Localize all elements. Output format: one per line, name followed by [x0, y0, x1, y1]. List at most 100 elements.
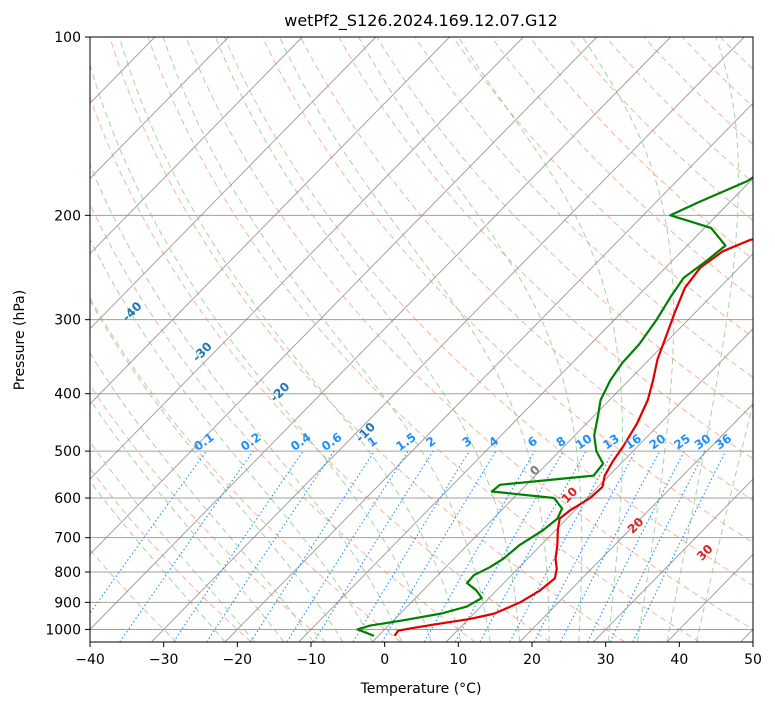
- x-tick-label: −20: [223, 652, 253, 668]
- moist-adiabat-line: [90, 63, 432, 642]
- moist-adiabat-line: [278, 37, 550, 642]
- moist-adiabat-line: [358, 37, 583, 642]
- isotherm-line: [372, 252, 753, 642]
- x-tick-label: 30: [597, 652, 615, 668]
- isotherm-line: [90, 37, 524, 480]
- mixing-ratio-line: [286, 450, 409, 642]
- dry-adiabat-line: [567, 37, 753, 222]
- x-tick-label: 50: [744, 652, 762, 668]
- chart-line-labels: 0.10.20.40.611.52346810131620253036-100-…: [0, 219, 775, 588]
- dry-adiabat-line: [90, 95, 551, 642]
- mixing-ratio-line: [587, 450, 685, 642]
- y-tick-label: 200: [54, 208, 81, 224]
- mixing-ratio-label: 2: [423, 434, 438, 450]
- isotherm-line: [90, 37, 598, 555]
- x-tick-label: 10: [449, 652, 467, 668]
- dry-adiabat-label: -30: [190, 339, 215, 364]
- moist-adiabat-line: [696, 401, 753, 642]
- mixing-ratio-line: [313, 450, 434, 642]
- x-tick-label: −40: [75, 652, 105, 668]
- y-tick-label: 1000: [45, 622, 81, 638]
- dry-adiabat-line: [90, 202, 476, 642]
- dry-adiabat-line: [185, 37, 753, 631]
- mixing-ratio-line: [352, 450, 470, 642]
- dry-adiabat-line: [300, 37, 753, 501]
- isotherm-line: [298, 177, 753, 642]
- mixing-ratio-label: 36: [713, 431, 735, 452]
- x-tick-label: 20: [523, 652, 541, 668]
- moist-adiabat-label: 20: [625, 515, 647, 537]
- chart-title: wetPf2_S126.2024.169.12.07.G12: [284, 11, 558, 31]
- x-axis-label: Temperature (°C): [360, 681, 482, 697]
- dry-adiabat-line: [605, 37, 753, 184]
- moist-adiabat-line: [90, 163, 403, 642]
- moist-adiabat-line: [666, 37, 740, 642]
- dewpoint-line: [356, 175, 753, 637]
- dry-adiabat-line: [376, 37, 753, 419]
- moist-adiabat-line: [90, 238, 373, 642]
- isotherm-line: [519, 403, 753, 642]
- x-tick-label: −30: [149, 652, 179, 668]
- mixing-ratio-label: 16: [622, 431, 644, 452]
- temperature-line: [393, 238, 753, 637]
- dry-adiabat-label: -20: [267, 379, 292, 404]
- mixing-ratio-line: [560, 450, 661, 642]
- moist-adiabat-label: 40: [766, 566, 775, 588]
- dry-adiabat-line: [90, 297, 401, 642]
- mixing-ratio-line: [632, 450, 727, 642]
- y-tick-label: 300: [54, 313, 81, 329]
- plot-frame: [89, 36, 754, 643]
- mixing-ratio-label: 1.5: [393, 430, 418, 454]
- moist-adiabat-label: 0: [527, 463, 543, 479]
- y-tick-label: 800: [54, 565, 81, 581]
- moist-adiabat-line: [582, 37, 675, 642]
- isotherm-line: [224, 102, 753, 642]
- mixing-ratio-label: 0.4: [288, 430, 313, 454]
- mixing-ratio-label: 0.1: [191, 430, 216, 454]
- dry-adiabat-line: [90, 467, 252, 642]
- y-tick-label: 700: [54, 531, 81, 547]
- mixing-ratio-line: [509, 450, 614, 642]
- isotherm-line: [90, 37, 671, 631]
- mixing-ratio-label: 3: [460, 434, 475, 450]
- moist-adiabat-line: [90, 480, 226, 642]
- x-tick-label: 40: [670, 652, 688, 668]
- axis-ticks: −40 −30 −20 −10 0 10 20 30 40 5010020030040050060…: [45, 30, 762, 668]
- mixing-ratio-label: 30: [692, 431, 714, 452]
- moist-adiabat-line: [162, 37, 491, 642]
- mixing-ratio-line: [173, 450, 304, 642]
- dry-adiabat-label: -60: [0, 219, 25, 244]
- y-axis-label: Pressure (hPa): [12, 290, 28, 390]
- dry-adiabat-line: [529, 37, 753, 260]
- isotherm-line: [666, 553, 753, 642]
- isotherm-line: [0, 37, 8, 642]
- isotherm-line: [90, 37, 450, 405]
- mixing-ratio-label: 25: [671, 431, 693, 452]
- mixing-ratio-line: [609, 450, 706, 642]
- dry-adiabat-line: [758, 37, 775, 642]
- dry-adiabat-line: [452, 37, 753, 339]
- dry-adiabat-line: [414, 37, 753, 378]
- mixing-ratio-line: [90, 450, 207, 615]
- y-tick-label: 900: [54, 595, 81, 611]
- mixing-ratio-line: [381, 450, 497, 642]
- x-tick-label: 0: [380, 652, 389, 668]
- y-tick-label: 100: [54, 30, 81, 46]
- dry-adiabat-label: -50: [56, 259, 81, 284]
- dry-adiabat-line: [223, 37, 753, 587]
- mixing-ratio-line: [479, 450, 587, 642]
- dry-adiabat-line: [338, 37, 753, 460]
- y-tick-label: 600: [54, 491, 81, 507]
- y-tick-label: 500: [54, 444, 81, 460]
- mixing-ratio-line: [206, 450, 335, 642]
- moist-adiabat-line: [118, 37, 462, 642]
- chart-marks: [356, 175, 753, 637]
- moist-adiabat-line: [215, 37, 521, 642]
- isotherm-line: [90, 37, 303, 255]
- moist-adiabat-line: [457, 37, 623, 642]
- isotherm-line: [445, 328, 753, 642]
- dry-adiabat-line: [147, 37, 700, 642]
- moist-adiabat-label: 30: [694, 542, 716, 564]
- mixing-ratio-label: 4: [486, 434, 501, 450]
- x-tick-label: −10: [296, 652, 326, 668]
